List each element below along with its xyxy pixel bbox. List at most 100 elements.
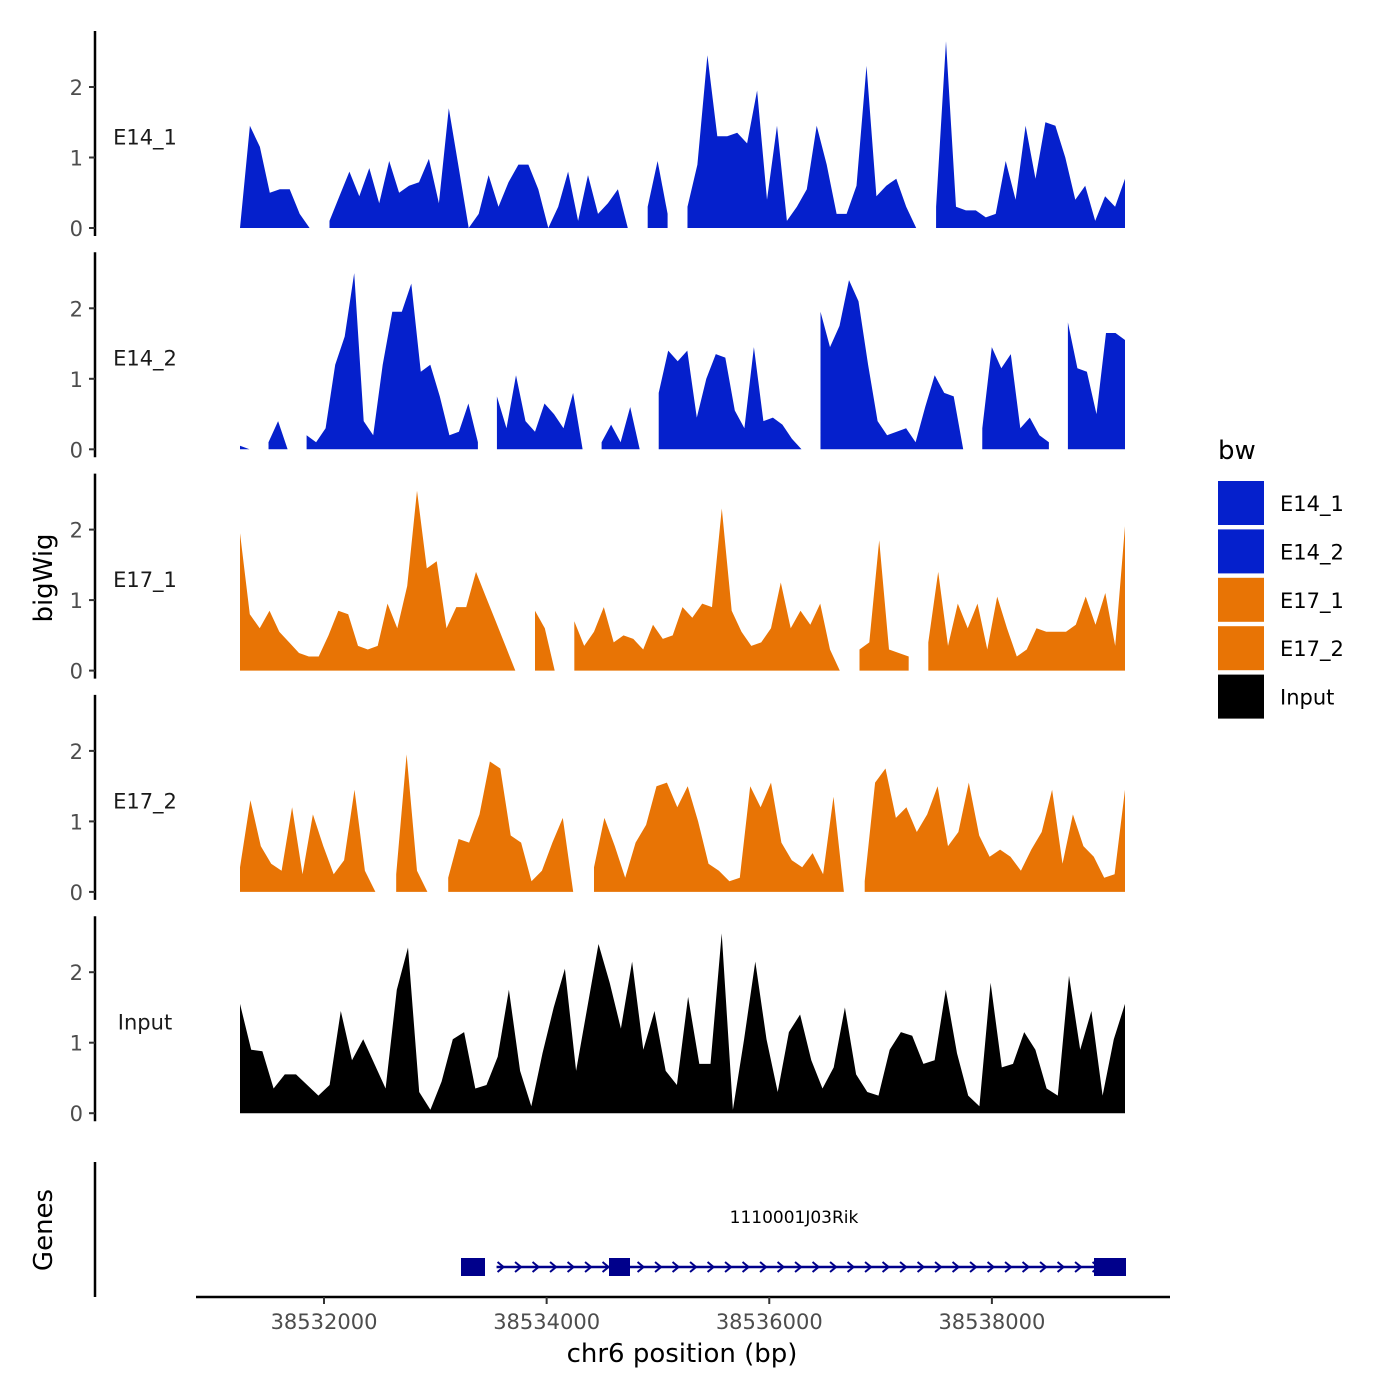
y-tick-label: 0	[70, 217, 83, 241]
coverage-area-e17-2	[864, 768, 1125, 892]
strand-arrow	[706, 1261, 716, 1273]
coverage-area-e14-2	[240, 445, 250, 450]
coverage-area-e14-1	[329, 108, 628, 228]
y-tick-label: 0	[70, 438, 83, 462]
strand-arrow	[496, 1261, 506, 1273]
gene-panel: 1110001J03Rik	[93, 1162, 1126, 1297]
strand-arrow	[794, 1261, 803, 1273]
coverage-area-e17-1	[240, 490, 516, 671]
strand-arrow	[1004, 1261, 1013, 1273]
track-e17-1: 0 1 2 E17_1	[70, 473, 1125, 684]
coverage-area-e14-2	[496, 375, 583, 450]
legend-title: bw	[1218, 436, 1256, 466]
strand-arrow	[934, 1261, 943, 1273]
legend-swatch	[1218, 626, 1264, 671]
legend-label: E17_1	[1280, 589, 1344, 614]
y-tick-label: 1	[70, 810, 83, 834]
coverage-area-e17-1	[535, 610, 555, 671]
strand-arrow	[899, 1261, 908, 1273]
track-label: E17_2	[113, 789, 177, 814]
y-tick-label: 2	[70, 519, 83, 543]
coverage-area-e14-2	[601, 407, 640, 450]
track-panels: 0 1 2 E14_1 0 1 2 E14_2 0 1 2 E17_1 0 1 2 E17_2 0 1 2 Input	[70, 31, 1125, 1126]
coverage-area-e14-2	[820, 280, 964, 450]
legend-item-e14-1: E14_1	[1218, 481, 1344, 525]
track-e14-2: 0 1 2 E14_2	[70, 252, 1125, 462]
coverage-area-e14-1	[240, 125, 310, 228]
track-label: E14_2	[113, 347, 177, 372]
strand-arrow	[689, 1261, 698, 1273]
strand-arrow	[654, 1261, 663, 1273]
legend-label: Input	[1280, 686, 1334, 710]
x-axis-title: chr6 position (bp)	[567, 1339, 798, 1369]
y-tick-label: 1	[70, 1032, 83, 1056]
x-tick-label: 38534000	[493, 1310, 600, 1334]
strand-arrow	[741, 1261, 751, 1273]
x-tick-label: 38532000	[271, 1310, 378, 1334]
coverage-area-e14-1	[936, 41, 1125, 229]
strand-arrow	[601, 1261, 611, 1273]
legend-swatch	[1218, 577, 1264, 622]
y-tick-label: 0	[70, 881, 83, 905]
strand-arrow	[1021, 1261, 1031, 1273]
strand-arrow	[759, 1261, 768, 1273]
legend-item-e17-2: E17_2	[1218, 626, 1344, 671]
strand-arrow	[1056, 1261, 1066, 1273]
strand-arrow	[811, 1261, 821, 1273]
coverage-area-e17-1	[928, 526, 1125, 671]
legend: bw E14_1 E14_2 E17_1 E17_2 Input	[1218, 436, 1344, 719]
coverage-area-e17-2	[594, 782, 844, 892]
x-axis: 38532000 38534000 38536000 38538000	[196, 1295, 1170, 1334]
gene-panel-title: Genes	[29, 1189, 59, 1271]
strand-arrow	[846, 1261, 856, 1273]
legend-swatch	[1218, 529, 1264, 574]
strand-arrow	[986, 1261, 996, 1273]
coverage-area-e17-1	[859, 540, 909, 671]
y-tick-label: 1	[70, 147, 83, 171]
coverage-area-e17-2	[448, 761, 574, 892]
coverage-area-input	[240, 933, 1125, 1114]
coverage-area-e14-1	[687, 55, 917, 228]
coverage-area-e14-2	[268, 421, 288, 450]
legend-swatch	[1218, 481, 1264, 525]
strand-arrow	[724, 1261, 733, 1273]
x-tick-label: 38536000	[716, 1310, 823, 1334]
y-tick-label: 2	[70, 961, 83, 985]
gene-name-label: 1110001J03Rik	[730, 1208, 859, 1228]
strand-arrow	[584, 1261, 593, 1273]
y-tick-label: 0	[70, 660, 83, 684]
legend-label: E14_2	[1280, 540, 1344, 565]
track-input: 0 1 2 Input	[70, 916, 1125, 1126]
legend-label: E17_2	[1280, 637, 1344, 662]
strand-arrow	[776, 1261, 786, 1273]
track-e17-2: 0 1 2 E17_2	[70, 694, 1125, 905]
strand-arrow	[514, 1261, 523, 1273]
coverage-area-e14-2	[306, 273, 478, 450]
exon	[1094, 1258, 1126, 1276]
strand-arrow	[864, 1261, 873, 1273]
track-e14-1: 0 1 2 E14_1	[70, 31, 1125, 241]
strand-arrow	[531, 1261, 541, 1273]
gene-model: 1110001J03Rik	[461, 1208, 1126, 1276]
coverage-area-e17-2	[396, 754, 428, 892]
strand-arrow	[881, 1261, 891, 1273]
coverage-area-e14-2	[658, 347, 802, 450]
y-tick-label: 1	[70, 589, 83, 613]
x-tick-label: 38538000	[938, 1310, 1045, 1334]
strand-arrow	[566, 1261, 576, 1273]
track-label: E14_1	[113, 125, 177, 150]
legend-items: E14_1 E14_2 E17_1 E17_2 Input	[1218, 481, 1344, 719]
exon	[609, 1258, 630, 1276]
legend-item-input: Input	[1218, 674, 1334, 719]
y-tick-label: 2	[70, 740, 83, 764]
strand-arrow	[1039, 1261, 1048, 1273]
y-tick-label: 1	[70, 368, 83, 392]
y-tick-label: 2	[70, 297, 83, 321]
legend-item-e14-2: E14_2	[1218, 529, 1344, 574]
legend-swatch	[1218, 674, 1264, 719]
coverage-area-e14-1	[647, 161, 668, 228]
strand-arrow	[916, 1261, 926, 1273]
coverage-area-e14-2	[982, 347, 1049, 450]
legend-item-e17-1: E17_1	[1218, 577, 1344, 622]
